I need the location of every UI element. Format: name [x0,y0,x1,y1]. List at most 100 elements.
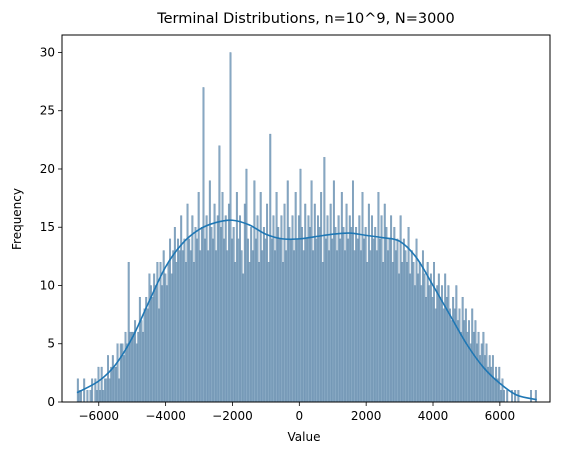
histogram-bar [151,296,154,403]
histogram-bar [204,238,207,403]
histogram-bar [302,250,305,403]
histogram-bar [305,238,308,403]
histogram-bar [396,238,399,403]
histogram-bar [118,378,121,403]
histogram-bar [202,87,205,403]
histogram-bar [108,378,111,403]
histogram-bar [364,227,367,403]
histogram-bar [194,227,197,403]
x-tick-label: −2000 [212,409,253,423]
x-axis: −6000 −4000 −2000 0 2000 4000 6000 [78,402,515,423]
histogram-bar [212,238,214,403]
histogram-bar [150,285,152,403]
histogram-bar [434,308,437,403]
histogram-bar [232,227,235,403]
histogram-bar [223,238,226,403]
histogram-bar [245,168,248,403]
histogram-bar [164,273,167,403]
y-axis: 0 5 10 15 20 25 30 [40,45,62,409]
histogram-bar [269,133,272,403]
histogram-bar [317,215,319,403]
histogram-bar [148,273,151,403]
histogram-bar [235,192,238,403]
histogram-bar [247,238,249,403]
histogram-bar [270,238,273,403]
histogram-bar [256,215,259,403]
histogram-bar [366,262,369,403]
histogram-bar [169,238,172,403]
histogram-bar [207,250,210,403]
y-tick-label: 0 [47,395,55,409]
histogram-bar [188,238,191,403]
histogram-bar [433,262,436,403]
histogram-bar [192,262,195,403]
histogram-bar [253,180,256,403]
histogram-bar [220,227,222,403]
histogram-bar [291,215,294,403]
histogram-bar [138,296,141,403]
histogram-bar [99,390,102,403]
y-tick-label: 5 [47,337,55,351]
histogram-bar [455,285,458,403]
histogram-bar [321,262,324,403]
histogram-bar [313,203,316,403]
y-tick-label: 20 [40,162,55,176]
histogram-bar [363,238,366,403]
histogram-bar [113,366,116,403]
histogram-bar [210,227,213,403]
plot-frame [61,34,551,403]
histogram-bar [493,378,496,403]
histogram-bar [326,215,329,403]
histogram-bar [312,250,315,403]
y-tick-label: 10 [40,278,55,292]
histogram-bar [142,331,144,403]
histogram-bar [237,238,240,403]
histogram-bar [359,250,362,403]
x-tick-label: −4000 [145,409,186,423]
histogram-bar [367,203,370,403]
histogram-bar [476,343,478,403]
histogram-bar [127,262,130,403]
histogram-bar [380,215,383,403]
histogram-bar [420,285,423,403]
histogram-bar [390,215,393,403]
histogram-bar [255,238,257,403]
histogram-bar [426,262,429,403]
histogram-bar [86,390,89,403]
histogram-bar [324,238,327,403]
histogram-bar [488,355,491,403]
histogram-bar [226,250,229,403]
histogram-bar [374,227,377,403]
histogram-bar [490,366,493,403]
histogram-bar [146,308,149,403]
histogram-bar [89,390,92,403]
histogram-bar [506,390,509,403]
histogram-bar [471,308,474,403]
histogram-bar [331,238,334,403]
histogram-bar [272,215,275,403]
histogram-bar [191,215,194,403]
histogram-bar [165,285,168,403]
histogram-bar [91,378,94,403]
histogram-bar [369,250,372,403]
histogram-bar [167,262,170,403]
histogram-bar [277,227,280,403]
histogram-bar [401,262,404,403]
histogram-bar [105,378,108,403]
histogram-bar [285,250,288,403]
histogram-bar [469,343,472,403]
histogram-bar [178,250,181,403]
histogram-bar [208,180,211,403]
histogram-bar [234,262,237,403]
histogram-bar [264,238,267,403]
histogram-bars [76,52,537,403]
histogram-bar [121,343,124,403]
histogram-bar [227,203,230,403]
histogram-bar [452,296,455,403]
histogram-bar [382,262,385,403]
histogram-bar [159,262,162,403]
histogram-bar [172,250,175,403]
histogram-bar [261,250,264,403]
histogram-bar [143,308,146,403]
